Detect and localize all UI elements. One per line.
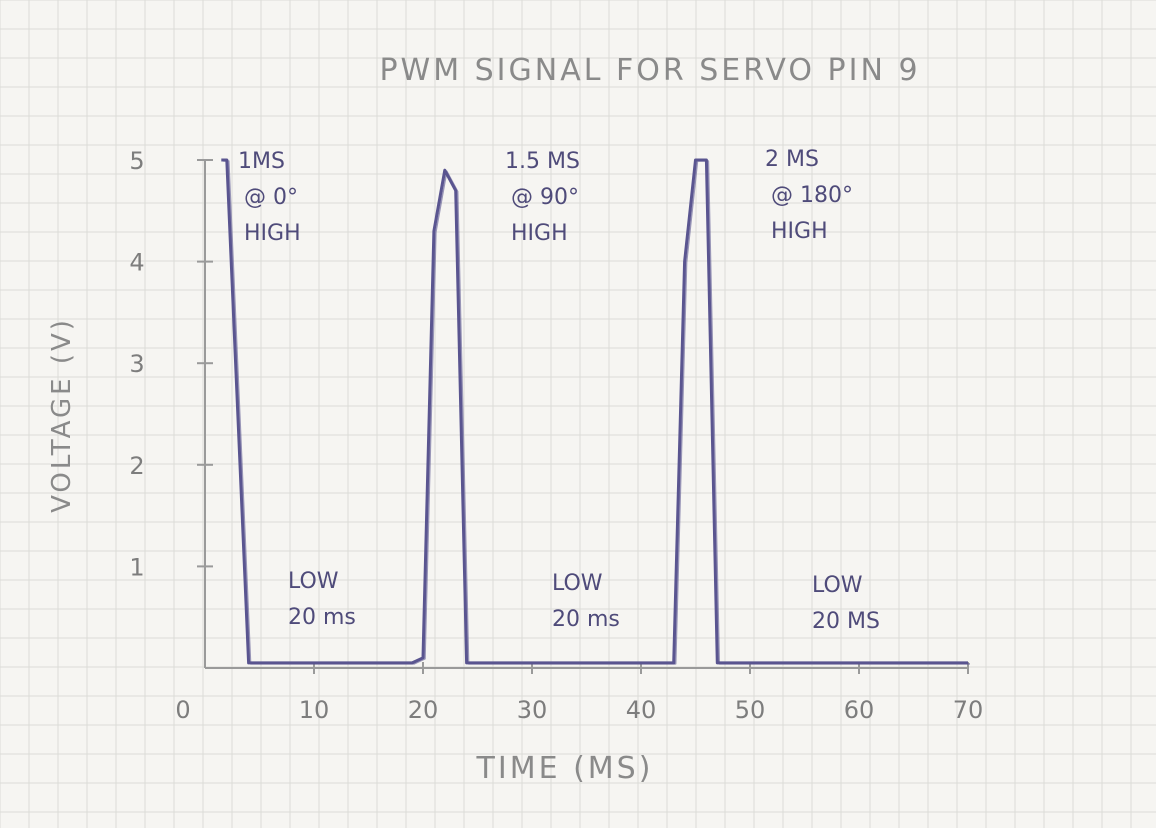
x-tick-label: 0 (175, 696, 190, 724)
annotation-1: 1MS @ 0° HIGH (238, 149, 301, 246)
annotation-text: 1MS (238, 149, 285, 174)
chart-title: PWM SIGNAL FOR SERVO PIN 9 (379, 53, 920, 88)
y-axis-label: VOLTAGE (V) (47, 317, 77, 513)
annotation-text: LOW (552, 571, 603, 596)
annotation-2: 1.5 MS @ 90° HIGH (505, 149, 580, 246)
annotation-4: LOW 20 ms (288, 569, 356, 630)
x-tick-label: 50 (735, 696, 766, 724)
annotation-text: HIGH (511, 221, 568, 246)
annotation-text: @ 90° (511, 185, 579, 210)
x-tick-label: 40 (626, 696, 657, 724)
y-tick-label: 1 (129, 553, 144, 581)
annotation-text: LOW (288, 569, 339, 594)
annotation-text: HIGH (244, 221, 301, 246)
annotations: 1MS @ 0° HIGH 1.5 MS @ 90° HIGH 2 MS @ 180° HIGH… (238, 147, 880, 634)
y-tick-label: 2 (129, 452, 144, 480)
signal-line-overstroke (223, 160, 970, 665)
x-axis-ticks: 0 10 20 30 40 50 60 70 (175, 662, 983, 724)
annotation-text: 2 MS (765, 147, 819, 172)
x-axis-label: TIME (MS) (476, 751, 654, 786)
x-tick-label: 60 (844, 696, 875, 724)
annotation-text: LOW (812, 573, 863, 598)
x-tick-label: 30 (517, 696, 548, 724)
annotation-text: 20 ms (288, 605, 356, 630)
signal-line (221, 158, 968, 665)
annotation-3: 2 MS @ 180° HIGH (765, 147, 853, 244)
x-tick-label: 70 (953, 696, 984, 724)
annotation-text: 20 MS (812, 609, 880, 634)
signal-series (221, 158, 970, 665)
x-tick-label: 20 (408, 696, 439, 724)
x-tick-label: 10 (299, 696, 330, 724)
annotation-text: @ 180° (771, 183, 853, 208)
y-tick-label: 5 (129, 147, 144, 175)
annotation-text: @ 0° (244, 185, 298, 210)
annotation-5: LOW 20 ms (552, 571, 620, 632)
y-axis-ticks: 1 2 3 4 5 (129, 147, 213, 581)
annotation-6: LOW 20 MS (812, 573, 880, 634)
annotation-text: HIGH (771, 219, 828, 244)
annotation-text: 20 ms (552, 607, 620, 632)
y-tick-label: 4 (129, 249, 144, 277)
annotation-text: 1.5 MS (505, 149, 580, 174)
y-tick-label: 3 (129, 350, 144, 378)
